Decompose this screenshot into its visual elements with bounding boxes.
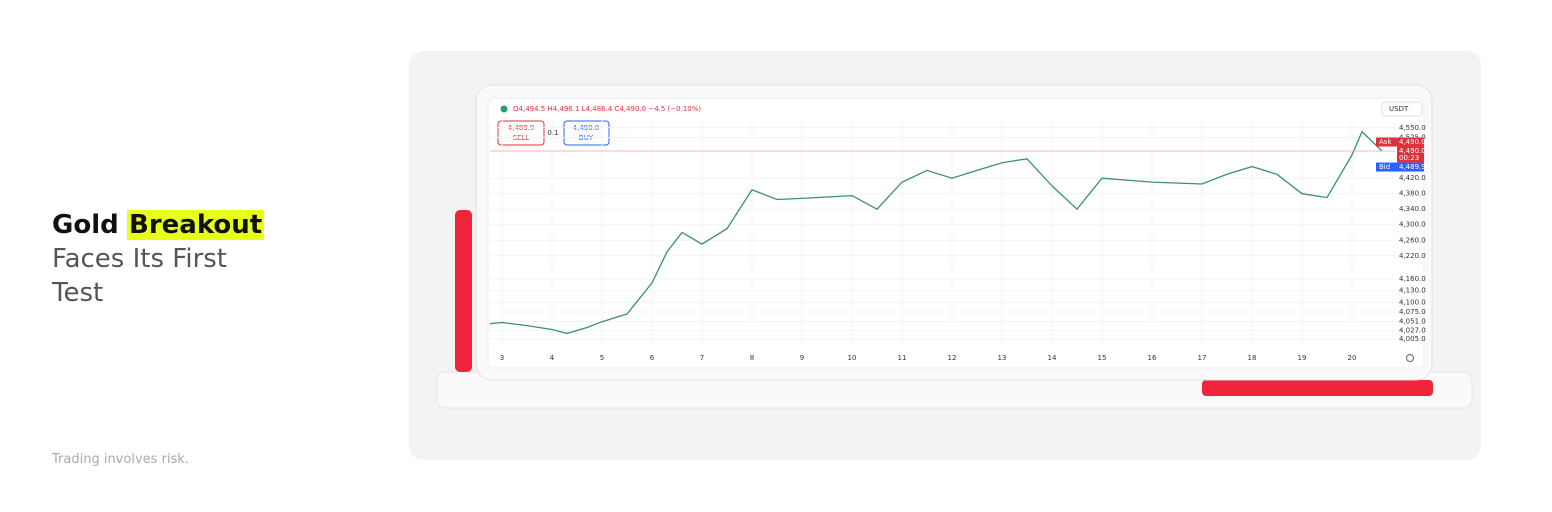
currency-box[interactable] — [1381, 101, 1423, 117]
sell-label[interactable]: SELL — [513, 134, 530, 142]
x-tick-label: 13 — [998, 354, 1007, 362]
x-tick-label: 3 — [500, 354, 504, 362]
y-tick-label: 4,160.0 — [1399, 275, 1426, 283]
buy-button[interactable] — [563, 120, 610, 146]
status-dot — [500, 105, 508, 113]
sell-button[interactable] — [497, 120, 545, 146]
x-tick-label: 9 — [800, 354, 804, 362]
y-tick-label: 4,027.0 — [1399, 327, 1426, 335]
ohlc: O4,494.5 H4,496.1 L4,486.4 C4,490.0 −4.5… — [513, 105, 701, 113]
x-tick-label: 6 — [650, 354, 655, 362]
buy-label[interactable]: BUY — [579, 134, 594, 142]
y-tick-label: 4,051.0 — [1399, 317, 1426, 325]
x-tick-label: 19 — [1298, 354, 1307, 362]
y-tick-label: 4,420.0 — [1399, 174, 1426, 182]
x-tick-label: 18 — [1248, 354, 1257, 362]
bid-label: Bid — [1379, 163, 1390, 171]
headline: Gold Breakout Faces Its First Test — [52, 208, 282, 310]
y-tick-label: 4,525.0 — [1399, 133, 1426, 141]
red-bar — [1202, 380, 1433, 396]
last-box — [1397, 146, 1424, 163]
x-tick-label: 8 — [750, 354, 754, 362]
red-stand — [455, 210, 472, 372]
x-tick-label: 20 — [1348, 354, 1357, 362]
x-tick-label: 11 — [898, 354, 907, 362]
x-tick-label: 4 — [550, 354, 555, 362]
y-tick-label: 4,005.0 — [1399, 335, 1426, 343]
last-timer: 00:23 — [1399, 154, 1419, 162]
x-tick-label: 10 — [848, 354, 857, 362]
y-tick-label: 4,075.0 — [1399, 308, 1426, 316]
y-tick-label: 4,300.0 — [1399, 221, 1426, 229]
y-tick-label: 4,220.0 — [1399, 252, 1426, 260]
ask-label: Ask — [1379, 138, 1392, 146]
headline-rest: Faces Its First Test — [52, 244, 227, 308]
settings-icon[interactable] — [1406, 354, 1414, 362]
x-tick-label: 14 — [1048, 354, 1057, 362]
x-tick-label: 12 — [948, 354, 957, 362]
x-tick-label: 15 — [1098, 354, 1107, 362]
bid-price: 4,489.9 — [1399, 163, 1426, 171]
currency[interactable]: USDT — [1389, 105, 1409, 113]
ask-price: 4,490.0 — [1399, 138, 1426, 146]
screen — [487, 97, 1425, 369]
headline-highlight: Breakout — [127, 210, 265, 240]
x-tick-label: 7 — [700, 354, 704, 362]
y-tick-label: 4,380.0 — [1399, 190, 1426, 198]
spread: 0.1 — [547, 129, 558, 137]
headline-bold: Gold — [52, 210, 119, 240]
price-line — [489, 130, 1383, 335]
y-tick-label: 4,100.0 — [1399, 298, 1426, 306]
x-tick-label: 17 — [1198, 354, 1207, 362]
x-tick-label: 16 — [1148, 354, 1157, 362]
x-tick-label: 5 — [600, 354, 604, 362]
y-tick-label: 4,130.0 — [1399, 287, 1426, 295]
y-tick-label: 4,260.0 — [1399, 236, 1426, 244]
disclaimer: Trading involves risk. — [52, 452, 189, 467]
y-tick-label: 4,550.0 — [1399, 124, 1426, 132]
ask-box — [1376, 137, 1424, 147]
last-price: 4,490.0 — [1399, 147, 1426, 155]
y-tick-label: 4,340.0 — [1399, 205, 1426, 213]
bid-box — [1376, 162, 1424, 172]
